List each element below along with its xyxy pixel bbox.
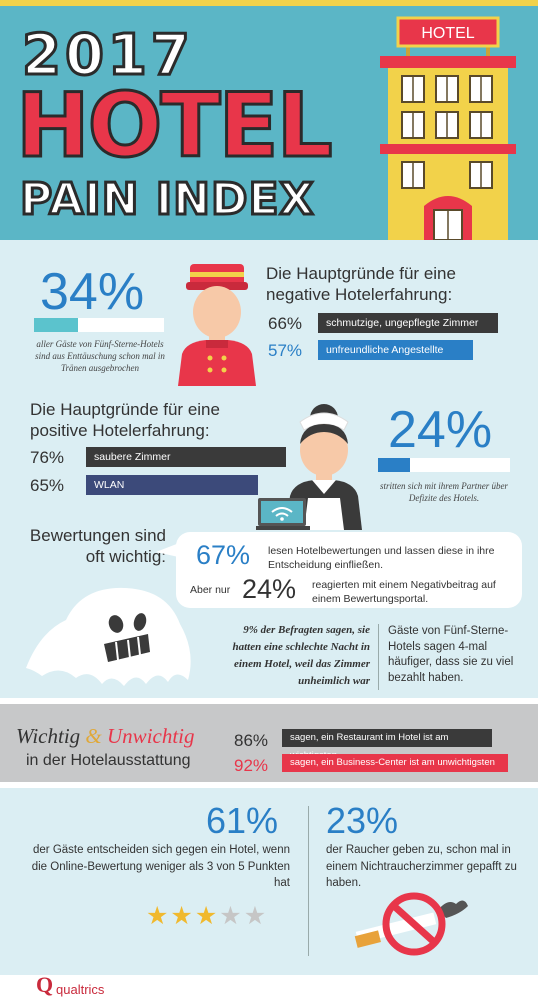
negative-item-1-bar: schmutzige, ungepflegte Zimmer (318, 313, 498, 333)
bottom-section (0, 788, 538, 975)
housekeeper-icon (256, 404, 362, 530)
negative-heading: Die Hauptgründe für eine negative Hotele… (266, 264, 456, 304)
amenities-title-important: Wichtig (16, 724, 81, 748)
reviews-reply-percent: 24% (242, 574, 297, 604)
header-banner: 2017 HOTEL PAIN INDEX HOTEL (0, 0, 538, 240)
star-filled-icon: ★ (146, 902, 171, 930)
amenities-title-ampersand: & (85, 724, 102, 748)
header-title: HOTEL (15, 74, 335, 177)
header-subtitle: PAIN INDEX (18, 174, 315, 225)
star-filled-icon: ★ (170, 902, 195, 930)
header-top-stripe (0, 0, 538, 6)
partner-bar-fill (378, 458, 410, 472)
reviews-read-percent: 67% (196, 540, 251, 570)
negative-item-2-bar: unfreundliche Angestellte (318, 340, 473, 360)
tears-caption: aller Gäste von Fünf-Sterne-Hotels sind … (35, 339, 165, 374)
amenities-subtitle: in der Hotelausstattung (26, 752, 191, 769)
quote-divider (378, 624, 379, 690)
reviews-bubble (176, 532, 522, 608)
online-percent: 61% (206, 800, 279, 841)
overpaid-text: Gäste von Fünf-Sterne-Hotels sagen 4-mal… (388, 625, 514, 684)
tears-bar-track (34, 318, 164, 332)
positive-heading: Die Hauptgründe für eine positive Hotele… (30, 400, 220, 440)
hotel-sign-text: HOTEL (421, 25, 474, 42)
positive-item-1-percent: 76% (30, 448, 65, 467)
smokers-text: der Raucher geben zu, schon mal in einem… (326, 844, 517, 890)
no-smoking-icon (354, 892, 468, 956)
positive-item-2-bar: WLAN (86, 475, 258, 495)
amenities-title-unimportant: Unwichtig (107, 724, 195, 748)
header-year: 2017 (21, 23, 194, 88)
amenities-item-2-bar: sagen, ein Business-Center ist am unwich… (282, 754, 508, 772)
positive-item-1-bar: saubere Zimmer (86, 447, 286, 467)
bellboy-icon (178, 264, 256, 386)
reviews-heading: Bewertungen sind oft wichtig: (29, 526, 166, 566)
star-empty-icon: ★ (243, 902, 269, 930)
tears-percent: 34% (40, 263, 145, 321)
negative-item-2-percent: 57% (268, 341, 303, 360)
online-text: der Gäste entscheiden sich gegen ein Hot… (31, 844, 290, 890)
amenities-title: Wichtig & Unwichtig (16, 726, 195, 747)
star-filled-icon: ★ (194, 902, 220, 930)
qualtrics-logo-icon: Q (36, 972, 54, 997)
reviews-reply-text: reagierten mit einem Negativbeitrag auf … (312, 579, 496, 606)
amenities-item-2-percent: 92% (234, 756, 269, 775)
partner-bar-track (378, 458, 510, 472)
partner-percent: 24% (388, 401, 493, 459)
footer (0, 976, 538, 1000)
rating-stars: ★★★★★ (146, 904, 268, 929)
amenities-item-1-bar: sagen, ein Restaurant im Hotel ist am wi… (282, 729, 492, 761)
negative-item-1-percent: 66% (268, 314, 303, 333)
star-empty-icon: ★ (219, 902, 244, 930)
tears-bar-fill (34, 318, 79, 332)
smokers-percent: 23% (326, 800, 399, 841)
positive-item-2-percent: 65% (30, 476, 65, 495)
hotel-building-icon: HOTEL (380, 16, 516, 240)
creepy-quote: 9% der Befragten sagen, sie hatten eine … (232, 624, 371, 688)
bottom-divider (308, 806, 309, 956)
reviews-read-text: lesen Hotelbewertungen und lassen diese … (268, 545, 495, 572)
reviews-only-label: Aber nur (190, 584, 231, 596)
ghost-icon (26, 587, 191, 686)
qualtrics-logo-text: qualtrics (56, 982, 105, 997)
amenities-item-1-percent: 86% (234, 731, 269, 750)
partner-caption: stritten sich mit ihrem Partner über Def… (380, 481, 508, 504)
